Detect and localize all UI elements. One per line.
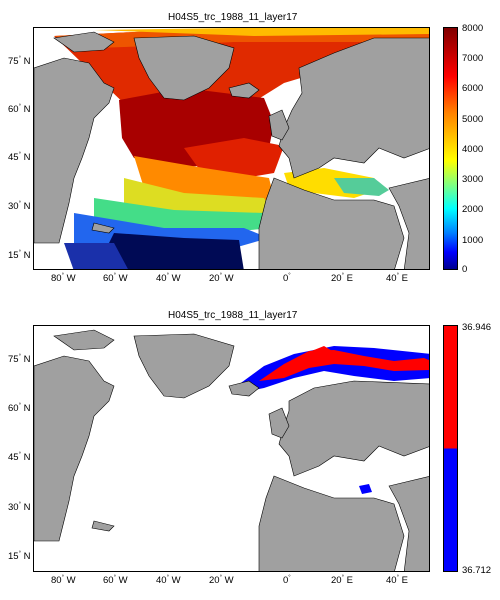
map1-lat-tick-30: 30° N — [8, 201, 31, 213]
map2-lon-tick-60w: 60° W — [103, 575, 128, 587]
map2-lon-tick-40w: 40° W — [156, 575, 181, 587]
map2-lon-tick-40e: 40° E — [386, 575, 408, 587]
map1-lat-tick-60: 60° N — [8, 104, 31, 116]
map2-svg — [34, 329, 429, 571]
map1-colorbar-label: 6000 — [462, 83, 484, 94]
map1-lon-tick-60w: 60° W — [103, 273, 128, 285]
map2-lon-tick-0: 0° — [283, 575, 291, 587]
map1-colorbar-label: 5000 — [462, 114, 484, 125]
map1-lon-tick-20w: 20° W — [209, 273, 234, 285]
map1-colorbar-label: 1000 — [462, 235, 484, 246]
map1-svg — [34, 28, 429, 269]
map2-colorbar-max-label: 36.946 — [462, 322, 492, 333]
map2-lat-tick-30: 30° N — [8, 502, 31, 514]
map2-lat-tick-45: 45° N — [8, 452, 31, 464]
map1-colorbar-label: 2000 — [462, 204, 484, 215]
map2-lat-tick-15: 15° N — [8, 551, 31, 563]
map1-lon-tick-40w: 40° W — [156, 273, 181, 285]
map1-colorbar-label: 8000 — [462, 23, 484, 34]
map1-colorbar-label: 4000 — [462, 144, 484, 155]
map2-data-field — [234, 346, 429, 494]
map2-lon-tick-80w: 80° W — [51, 575, 76, 587]
map1-colorbar-label: 3000 — [462, 174, 484, 185]
map1-lon-tick-20e: 20° E — [331, 273, 353, 285]
map1-lat-tick-45: 45° N — [8, 152, 31, 164]
map1-colorbar-label: 7000 — [462, 53, 484, 64]
map1-lat-tick-15: 15° N — [8, 250, 31, 262]
map2-colorbar-min-label: 36.712 — [462, 565, 492, 576]
map1-lon-tick-80w: 80° W — [51, 273, 76, 285]
map1-colorbar — [443, 27, 458, 270]
map1-title: H04S5_trc_1988_11_layer17 — [168, 12, 298, 23]
map2-lat-tick-60: 60° N — [8, 403, 31, 415]
map1-data-field — [54, 28, 429, 269]
map1-plot-area — [33, 27, 430, 270]
map1-colorbar-label: 0 — [462, 264, 468, 275]
map2-colorbar — [443, 325, 458, 572]
map1-lat-tick-75: 75° N — [8, 56, 31, 68]
map2-lon-tick-20w: 20° W — [209, 575, 234, 587]
map2-lat-tick-75: 75° N — [8, 354, 31, 366]
map1-lon-tick-40e: 40° E — [386, 273, 408, 285]
map2-title: H04S5_trc_1988_11_layer17 — [168, 310, 298, 321]
map2-lon-tick-20e: 20° E — [331, 575, 353, 587]
map1-land — [34, 31, 429, 269]
map1-lon-tick-0: 0° — [283, 273, 291, 285]
map2-plot-area — [33, 325, 430, 572]
map2-land — [34, 329, 429, 571]
